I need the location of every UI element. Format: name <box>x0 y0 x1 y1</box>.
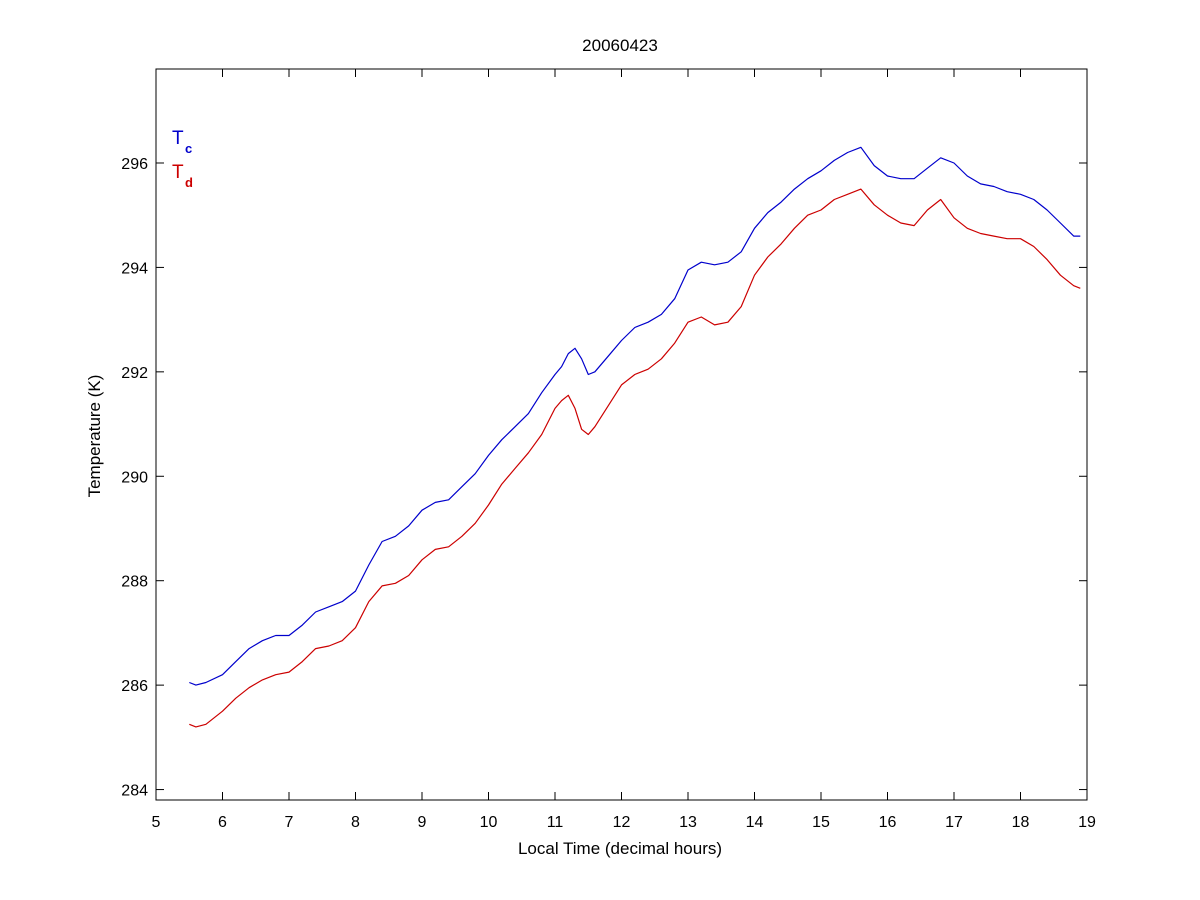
x-tick-label: 10 <box>480 814 498 831</box>
y-tick-label: 284 <box>121 783 148 800</box>
series-line-td <box>189 188 1081 728</box>
x-tick-label: 9 <box>418 814 427 831</box>
y-tick-label: 286 <box>121 678 148 695</box>
x-tick-label: 17 <box>945 814 963 831</box>
x-tick-label: 16 <box>879 814 897 831</box>
series-line-tc <box>189 146 1081 686</box>
x-tick-label: 13 <box>679 814 697 831</box>
y-axis-label: Temperature (K) <box>85 375 104 498</box>
x-tick-label: 7 <box>285 814 294 831</box>
y-axis-ticks: 284 286 288 290 292 294 296 <box>121 156 1087 800</box>
y-tick-label: 292 <box>121 365 148 382</box>
y-tick-label: 290 <box>121 469 148 486</box>
legend-td-main: T <box>172 162 184 183</box>
y-tick-label: 294 <box>121 260 148 277</box>
x-axis-label: Local Time (decimal hours) <box>518 839 722 858</box>
legend-entry-tc: T c <box>172 128 192 156</box>
chart-title: 20060423 <box>582 36 658 55</box>
series-layer <box>189 146 1081 728</box>
x-tick-label: 14 <box>746 814 764 831</box>
x-tick-label: 6 <box>218 814 227 831</box>
y-tick-label: 296 <box>121 156 148 173</box>
legend-tc-main: T <box>172 128 184 149</box>
x-tick-label: 18 <box>1012 814 1030 831</box>
x-tick-label: 5 <box>152 814 161 831</box>
x-tick-label: 12 <box>613 814 631 831</box>
x-tick-label: 15 <box>812 814 830 831</box>
x-tick-label: 19 <box>1078 814 1096 831</box>
legend-entry-td: T d <box>172 162 193 190</box>
y-tick-label: 288 <box>121 574 148 591</box>
legend-td-sub: d <box>185 175 193 190</box>
x-tick-label: 11 <box>547 814 564 831</box>
x-axis-ticks: 5 6 7 8 9 10 11 12 13 14 15 16 17 18 19 <box>152 69 1096 831</box>
x-tick-label: 8 <box>351 814 360 831</box>
legend: T c T d <box>172 128 193 190</box>
legend-tc-sub: c <box>185 141 192 156</box>
